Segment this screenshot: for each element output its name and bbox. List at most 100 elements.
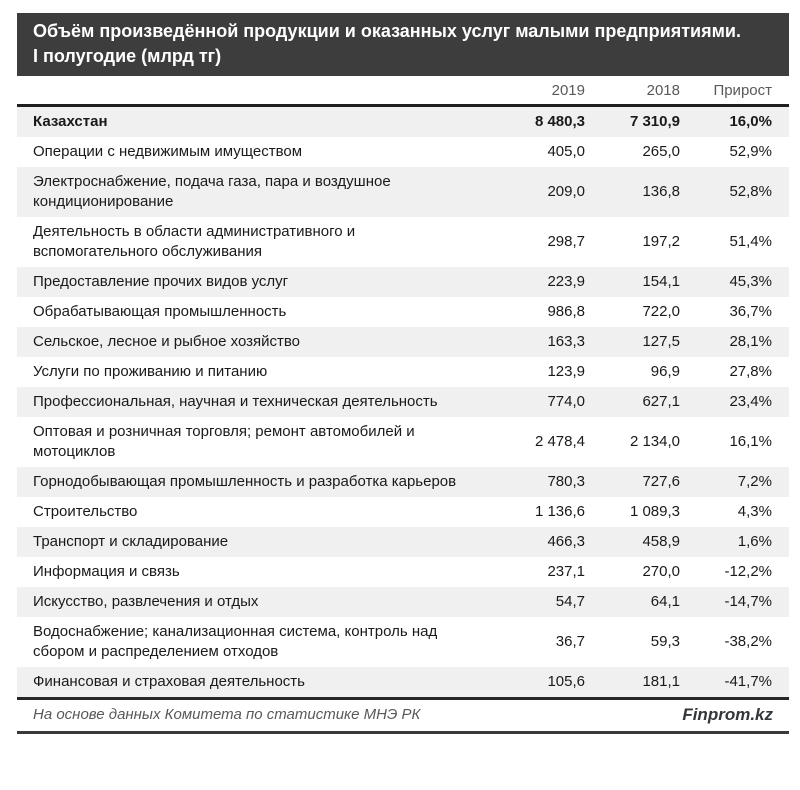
table-row: Водоснабжение; канализационная система, …	[17, 617, 789, 667]
table-row: Сельское, лесное и рыбное хозяйство 163,3…	[17, 326, 789, 357]
value-growth: 16,0%	[729, 112, 772, 130]
column-header-2019: 2019	[475, 75, 585, 107]
value-growth: 23,4%	[729, 392, 772, 410]
title-line-1: Объём произведённой продукции и оказанны…	[33, 21, 741, 41]
value-2018: 127,5	[642, 332, 680, 350]
source-note: На основе данных Комитета по статистике …	[33, 706, 421, 724]
table-row: Оптовая и розничная торговля; ремонт авт…	[17, 417, 789, 467]
value-2019: 1 136,6	[534, 502, 585, 520]
row-category: Казахстан	[33, 112, 108, 130]
value-growth: -14,7%	[724, 592, 772, 610]
table-row: Электроснабжение, подача газа, пара и во…	[17, 166, 789, 217]
value-growth: 4,3%	[737, 502, 772, 520]
table-row: Искусство, развлечения и отдых 54,7 64,1 -1…	[17, 586, 789, 617]
infographic-page: Объём произведённой продукции и оказанны…	[17, 13, 789, 734]
value-growth: 51,4%	[729, 232, 772, 250]
value-2018: 136,8	[642, 182, 680, 200]
value-2019: 780,3	[547, 472, 585, 490]
value-2019: 237,1	[547, 562, 585, 580]
value-2018: 265,0	[642, 142, 680, 160]
value-growth: 28,1%	[729, 332, 772, 350]
column-header-row: 2019 2018 Прирост	[17, 75, 789, 107]
value-2019: 123,9	[547, 362, 585, 380]
value-2018: 627,1	[642, 392, 680, 410]
row-category: Искусство, развлечения и отдых	[33, 592, 259, 610]
table-row: Информация и связь 237,1 270,0 -12,2%	[17, 557, 789, 587]
value-2019: 774,0	[547, 392, 585, 410]
row-category: Горнодобывающая промышленность и разрабо…	[33, 472, 457, 490]
row-category: Услуги по проживанию и питанию	[33, 362, 268, 380]
value-2018: 2 134,0	[629, 432, 680, 450]
value-growth: -41,7%	[724, 672, 772, 690]
row-category: Информация и связь	[33, 562, 180, 580]
table-header: 2019 2018 Прирост	[17, 75, 789, 107]
value-2018: 270,0	[642, 562, 680, 580]
brand-logo: Finprom.kz	[682, 704, 773, 724]
value-2019: 209,0	[547, 182, 585, 200]
footer: На основе данных Комитета по статистике …	[17, 700, 789, 734]
table-row-total: Казахстан 8 480,3 7 310,9 16,0%	[17, 105, 789, 137]
value-growth: 7,2%	[737, 472, 772, 490]
value-2018: 181,1	[642, 672, 680, 690]
column-header-growth: Прирост	[680, 75, 789, 107]
value-2019: 2 478,4	[534, 432, 585, 450]
value-growth: -38,2%	[724, 632, 772, 650]
row-category: Электроснабжение, подача газа, пара и во…	[33, 172, 391, 210]
column-header-category	[17, 75, 475, 107]
row-category: Сельское, лесное и рыбное хозяйство	[33, 332, 301, 350]
row-category: Профессиональная, научная и техническая …	[33, 392, 438, 410]
value-2019: 298,7	[547, 232, 585, 250]
value-growth: 16,1%	[729, 432, 772, 450]
table-row: Транспорт и складирование 466,3 458,9 1,6%	[17, 526, 789, 557]
value-growth: -12,2%	[724, 562, 772, 580]
value-2018: 727,6	[642, 472, 680, 490]
table-body: Казахстан 8 480,3 7 310,9 16,0% Операции с н…	[17, 105, 789, 699]
table-row: Услуги по проживанию и питанию 123,9 96,9 2…	[17, 357, 789, 387]
table-row: Горнодобывающая промышленность и разрабо…	[17, 466, 789, 497]
value-2018: 59,3	[650, 632, 680, 650]
value-2019: 466,3	[547, 532, 585, 550]
value-2018: 7 310,9	[629, 112, 680, 130]
value-2019: 163,3	[547, 332, 585, 350]
value-2019: 54,7	[555, 592, 585, 610]
table-row: Предоставление прочих видов услуг 223,9 15…	[17, 266, 789, 297]
value-2019: 105,6	[547, 672, 585, 690]
row-category: Предоставление прочих видов услуг	[33, 272, 289, 290]
table-row: Обрабатывающая промышленность 986,8 722,0 3…	[17, 297, 789, 327]
value-2018: 722,0	[642, 302, 680, 320]
title-line-2: I полугодие (млрд тг)	[33, 45, 222, 66]
value-growth: 27,8%	[729, 362, 772, 380]
value-2018: 64,1	[650, 592, 680, 610]
value-growth: 45,3%	[729, 272, 772, 290]
value-2019: 405,0	[547, 142, 585, 160]
row-category: Оптовая и розничная торговля; ремонт авт…	[33, 422, 415, 460]
value-growth: 1,6%	[737, 532, 772, 550]
value-growth: 52,9%	[729, 142, 772, 160]
value-2018: 154,1	[642, 272, 680, 290]
data-table: 2019 2018 Прирост Казахстан 8 480,3 7 310,…	[17, 75, 789, 700]
value-growth: 52,8%	[729, 182, 772, 200]
row-category: Транспорт и складирование	[33, 532, 229, 550]
value-2018: 197,2	[642, 232, 680, 250]
row-category: Финансовая и страховая деятельность	[33, 672, 305, 690]
value-2018: 96,9	[650, 362, 680, 380]
title-banner: Объём произведённой продукции и оказанны…	[17, 13, 789, 76]
value-2019: 8 480,3	[534, 112, 585, 130]
value-2019: 986,8	[547, 302, 585, 320]
row-category: Деятельность в области административного…	[33, 222, 356, 260]
value-2019: 223,9	[547, 272, 585, 290]
value-2019: 36,7	[555, 632, 585, 650]
table-row: Профессиональная, научная и техническая …	[17, 386, 789, 417]
row-category: Водоснабжение; канализационная система, …	[33, 622, 438, 660]
value-2018: 458,9	[642, 532, 680, 550]
value-2018: 1 089,3	[629, 502, 680, 520]
row-category: Операции с недвижимым имуществом	[33, 142, 303, 160]
value-growth: 36,7%	[729, 302, 772, 320]
table-row: Операции с недвижимым имуществом 405,0 265…	[17, 137, 789, 167]
column-header-2018: 2018	[585, 75, 680, 107]
table-row: Деятельность в области административного…	[17, 217, 789, 267]
table-row: Строительство 1 136,6 1 089,3 4,3%	[17, 497, 789, 527]
row-category: Строительство	[33, 502, 138, 520]
table-row: Финансовая и страховая деятельность 105,6…	[17, 666, 789, 699]
row-category: Обрабатывающая промышленность	[33, 302, 287, 320]
